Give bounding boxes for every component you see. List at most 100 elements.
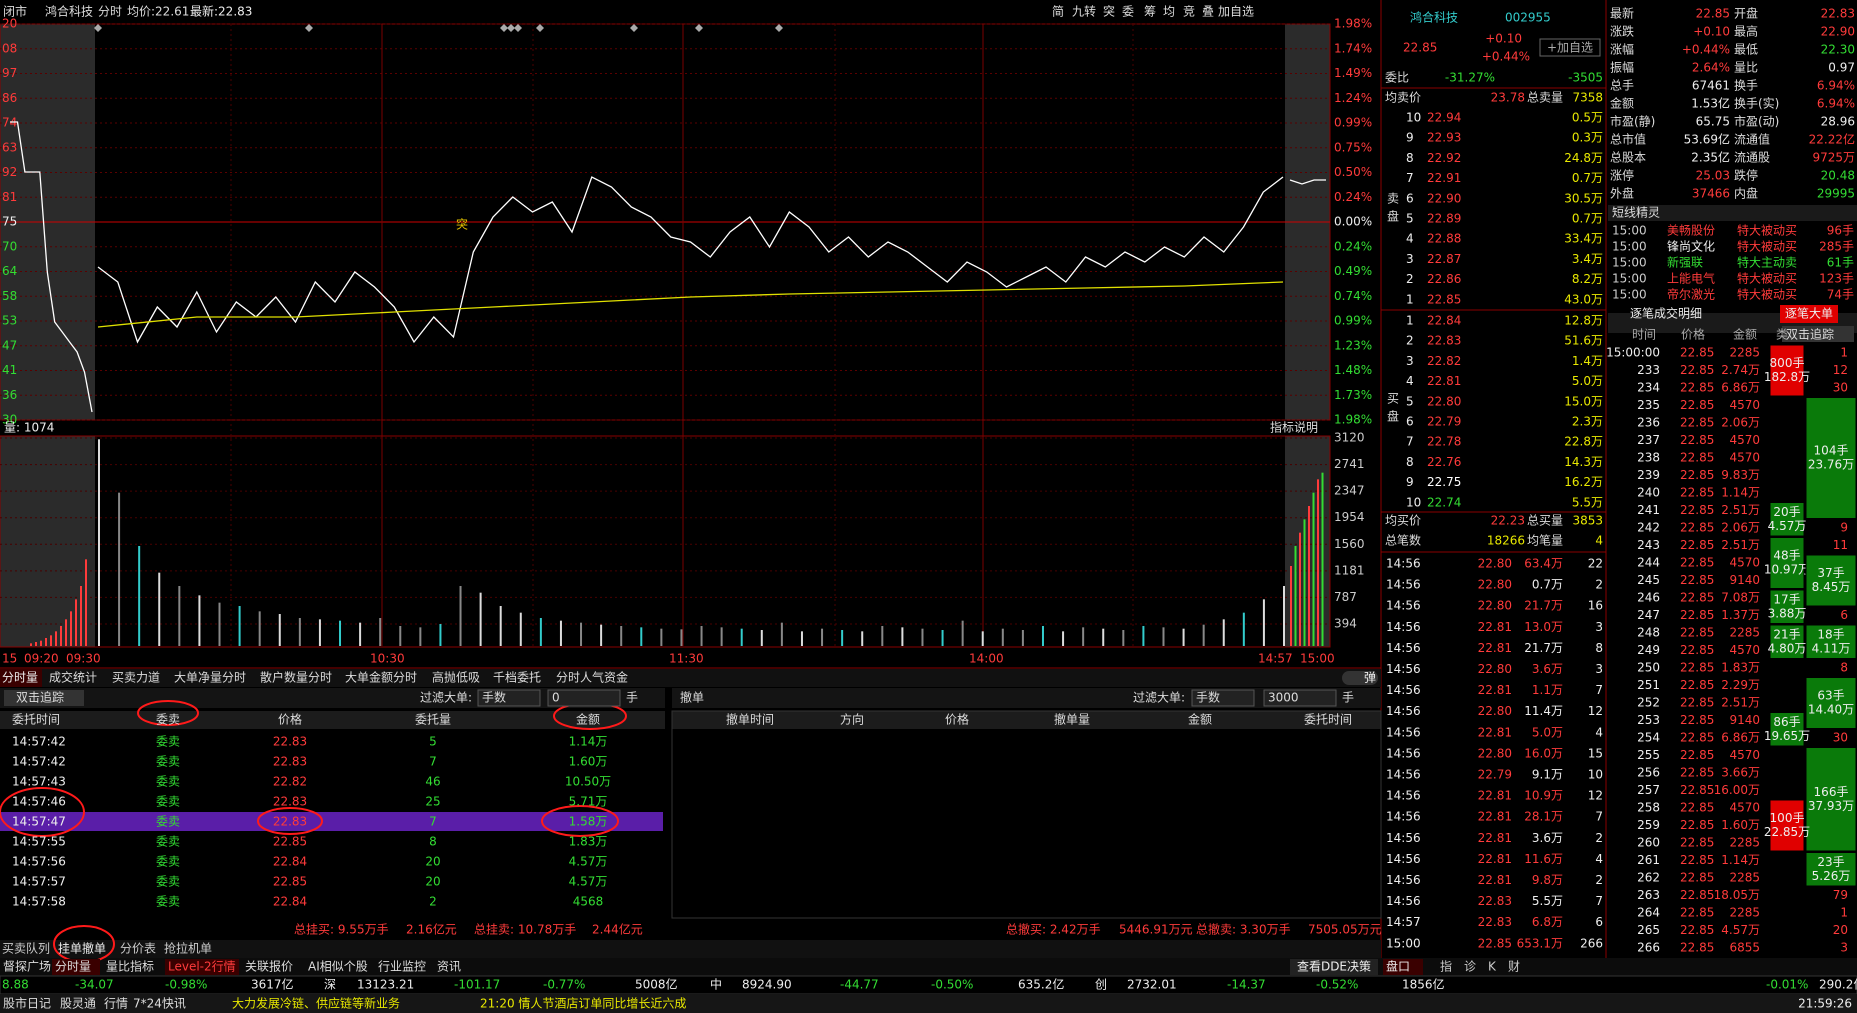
stat-value: 20.48	[1821, 169, 1855, 183]
filter-input-value[interactable]: 3000	[1268, 691, 1299, 705]
indicator-tab[interactable]: 分时量	[2, 671, 38, 685]
trade-amount: 28.1万	[1524, 810, 1563, 824]
table-cell: 委卖	[156, 795, 180, 809]
indicator-tab[interactable]: 高抛低吸	[432, 670, 480, 685]
indicator-tab[interactable]: 大单金额分时	[345, 670, 417, 685]
table-cell: 46	[425, 775, 440, 789]
trade-amount: 10.9万	[1524, 789, 1563, 803]
trade-time: 14:56	[1386, 704, 1421, 718]
toolbar-button[interactable]: 筹	[1144, 5, 1156, 19]
summary-label: 总笔数	[1385, 533, 1421, 548]
toolbar-button[interactable]: 委	[1122, 5, 1134, 19]
big-order-qty: 37手	[1817, 566, 1844, 580]
tick-seq: 258	[1637, 801, 1660, 815]
toolbar-button[interactable]: 竞	[1183, 5, 1195, 19]
toolbar-button[interactable]: 简	[1052, 5, 1064, 19]
nav-tab[interactable]: 分时量	[55, 960, 91, 974]
stock-change: +0.10	[1485, 32, 1522, 46]
big-order-label[interactable]: 逐笔大单	[1785, 306, 1833, 321]
nav-tab[interactable]: 资讯	[437, 960, 461, 974]
tick-amount: 9140	[1729, 573, 1760, 587]
indicator-tab[interactable]: 买卖力道	[112, 671, 160, 685]
index-value: 13123.21	[357, 978, 414, 992]
indicator-tab[interactable]: 千档委托	[493, 671, 541, 685]
level-number: 8	[1406, 455, 1414, 469]
volume-bar	[50, 635, 52, 646]
tick-price: 22.85	[1680, 346, 1714, 360]
add-watch-label[interactable]: +加自选	[1547, 41, 1593, 55]
trade-count: 10	[1588, 768, 1603, 782]
tick-amount: 4570	[1729, 748, 1760, 762]
stat-label: 外盘	[1610, 186, 1634, 201]
nav-tab[interactable]: 关联报价	[245, 959, 293, 974]
sprite-time: 15:00	[1612, 240, 1647, 254]
x-tick-label: 10:30	[370, 652, 405, 666]
stat-value: 22.22亿	[1809, 132, 1855, 147]
quote-tab[interactable]: 财	[1508, 960, 1520, 974]
big-order-qty: 166手	[1814, 785, 1849, 799]
table-header-cell: 金额	[576, 712, 600, 727]
tab-bar	[0, 669, 1381, 687]
tick-amount: 4570	[1729, 398, 1760, 412]
big-order-box	[1769, 502, 1805, 537]
trade-amount: 11.6万	[1524, 852, 1563, 866]
indicator-tab[interactable]: 成交统计	[49, 670, 97, 685]
quote-tab[interactable]: 盘口	[1386, 959, 1410, 974]
toggle-label[interactable]: 弹	[1364, 671, 1376, 685]
big-order-amount: 5.26万	[1812, 869, 1851, 883]
y-tick-label: 30	[2, 413, 17, 427]
track-tag-label[interactable]: 双击追踪	[16, 690, 64, 705]
level-price: 22.81	[1427, 374, 1461, 388]
table-cell: 8	[429, 835, 437, 849]
level-price: 22.87	[1427, 252, 1461, 266]
bottom-tab[interactable]: 抢拉机单	[164, 941, 212, 956]
quote-tab[interactable]: 诊	[1464, 960, 1476, 974]
big-order-box	[1805, 624, 1857, 659]
indicator-tab[interactable]: 大单净量分时	[174, 671, 246, 685]
bottom-tab[interactable]: 分价表	[120, 942, 156, 956]
status-item: 21:20 情人节酒店订单同比增长近六成	[480, 997, 686, 1011]
big-order-button[interactable]	[1780, 305, 1838, 323]
trade-count: 7	[1595, 810, 1603, 824]
selected-row[interactable]	[0, 812, 663, 831]
nav-tab[interactable]: 量比指标	[106, 959, 154, 974]
bottom-tab[interactable]: 挂单撤单	[58, 941, 106, 956]
filter-select-label[interactable]: 手数	[482, 690, 506, 705]
volume-bar	[339, 620, 342, 646]
filter-select-label[interactable]: 手数	[1196, 690, 1220, 705]
bottom-tab[interactable]: 买卖队列	[2, 941, 50, 956]
volume-bar	[720, 627, 723, 646]
toolbar-button[interactable]: 均	[1163, 5, 1175, 19]
tick-amount: 2.51万	[1721, 538, 1760, 552]
filter-input-value[interactable]: 0	[552, 691, 560, 705]
dde-label[interactable]: 查看DDE决策	[1297, 960, 1371, 974]
nav-tab[interactable]: 督探广场	[3, 959, 51, 974]
tick-seq: 243	[1637, 538, 1660, 552]
quote-tab[interactable]: K	[1488, 960, 1497, 974]
nav-tab[interactable]: 行业监控	[378, 960, 426, 974]
toolbar-button[interactable]: 叠	[1202, 5, 1214, 19]
y-tick-label: 86	[2, 91, 17, 105]
volume-bar	[479, 592, 482, 646]
volume-bar	[1290, 566, 1292, 646]
track-tag	[4, 690, 84, 706]
table-cell: 14:57:55	[12, 835, 66, 849]
volume-help[interactable]: 指标说明	[1270, 420, 1318, 435]
tick-price: 22.85	[1680, 451, 1714, 465]
trade-amount: 5.0万	[1532, 725, 1563, 739]
trade-time: 14:56	[1386, 578, 1421, 592]
toolbar-button[interactable]: 九转	[1072, 4, 1096, 19]
indicator-tab[interactable]: 散户数量分时	[260, 670, 332, 685]
toolbar-button[interactable]: 加自选	[1218, 5, 1254, 19]
quote-tab[interactable]: 指	[1440, 959, 1452, 974]
track-tag-label[interactable]: 双击追踪	[1786, 327, 1834, 342]
sprite-type: 特大被动买	[1737, 223, 1797, 238]
index-value: 3617亿	[251, 977, 294, 992]
nav-tab[interactable]: AI相似个股	[308, 960, 368, 974]
trade-amount: 3.6万	[1532, 662, 1563, 676]
toolbar-button[interactable]: 突	[1103, 4, 1115, 19]
nav-tab[interactable]: Level-2行情	[168, 960, 236, 974]
indicator-tab[interactable]: 分时人气资金	[556, 670, 628, 685]
big-order-qty: 800手	[1770, 356, 1805, 370]
